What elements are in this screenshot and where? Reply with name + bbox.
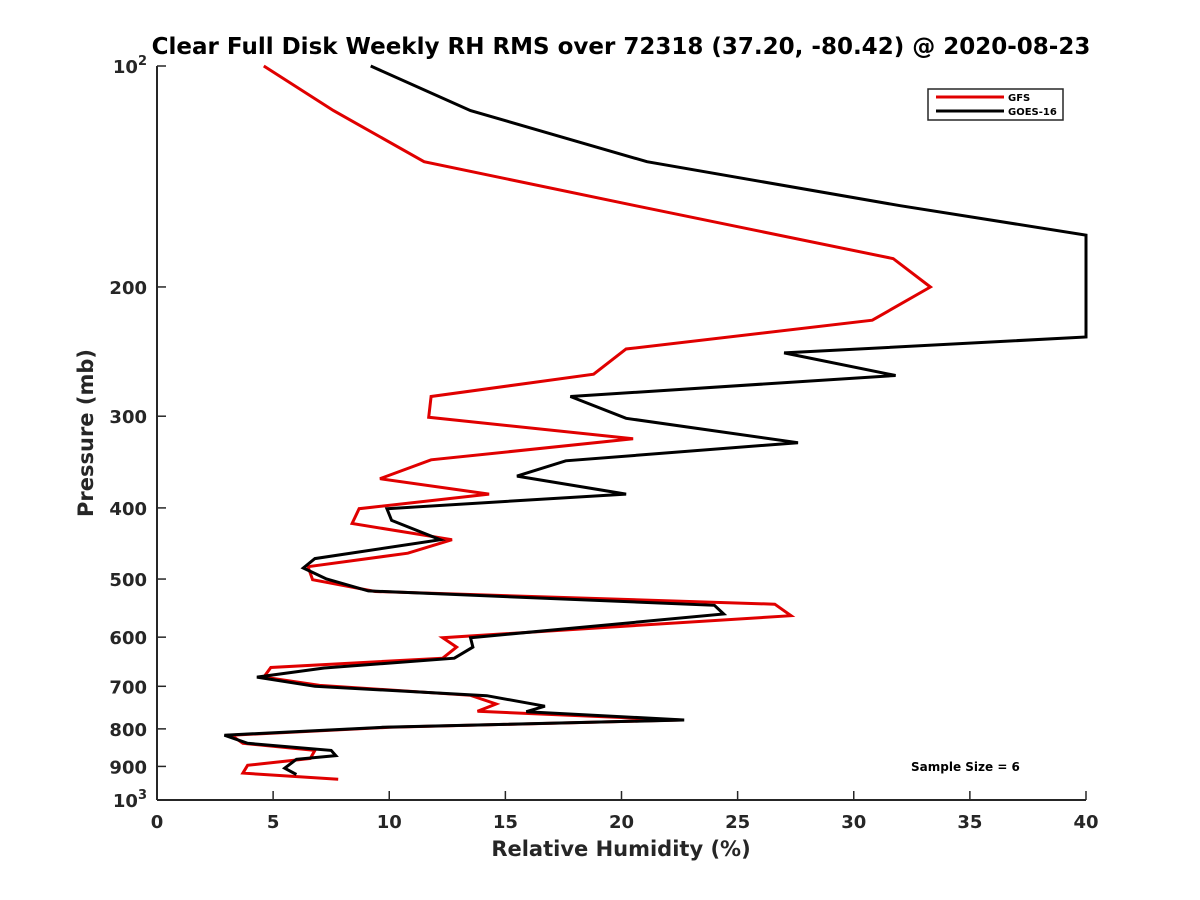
x-axis-ticks: 0 5 10 15 20 25 30 35 40 [151, 791, 1099, 833]
x-tick-label: 10 [377, 812, 402, 833]
x-tick-label: 15 [493, 812, 518, 833]
sample-size-annotation: Sample Size = 6 [911, 760, 1020, 774]
x-tick-label: 40 [1073, 812, 1098, 833]
y-tick-label: 900 [109, 757, 147, 778]
chart-title: Clear Full Disk Weekly RH RMS over 72318… [152, 34, 1091, 60]
plot-area [223, 64, 1088, 781]
y-axis-label: Pressure (mb) [74, 349, 98, 517]
x-tick-label: 0 [151, 812, 164, 833]
legend-label-goes16: GOES-16 [1008, 107, 1057, 118]
x-tick-label: 35 [957, 812, 982, 833]
y-axis-ticks: 102 200 300 400 500 600 700 800 900 103 [109, 54, 166, 812]
legend-box [927, 88, 1064, 121]
x-axis-label: Relative Humidity (%) [491, 837, 750, 861]
x-tick-label: 30 [841, 812, 866, 833]
legend-label-gfs: GFS [1008, 93, 1030, 104]
y-tick-label: 700 [109, 677, 147, 698]
y-tick-label: 600 [109, 628, 147, 649]
y-tick-label: 400 [109, 499, 147, 520]
y-tick-label: 500 [109, 570, 147, 591]
y-tick-label: 102 [113, 54, 147, 78]
series-line-goes-16 [223, 64, 1088, 776]
x-tick-label: 25 [725, 812, 750, 833]
series-line-gfs [226, 64, 934, 781]
legend: GFS GOES-16 [927, 88, 1064, 121]
x-tick-label: 5 [267, 812, 280, 833]
y-tick-label: 200 [109, 278, 147, 299]
y-tick-label: 103 [113, 788, 147, 812]
y-tick-label: 300 [109, 407, 147, 428]
x-tick-label: 20 [609, 812, 634, 833]
y-tick-label: 800 [109, 720, 147, 741]
